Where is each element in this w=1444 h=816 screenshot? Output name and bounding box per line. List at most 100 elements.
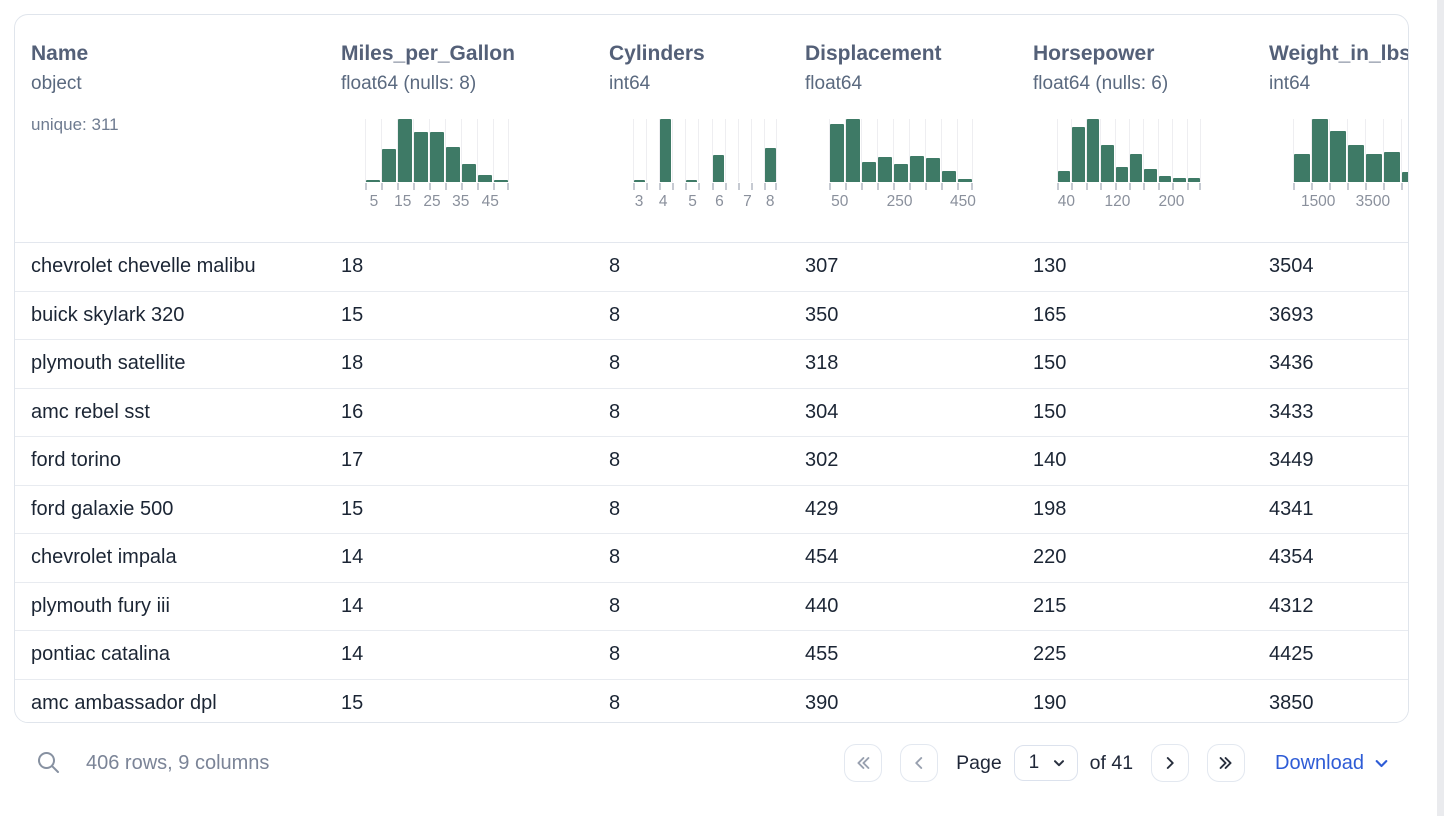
hist-tick-label: 40: [1057, 193, 1075, 210]
cell: 8: [609, 303, 621, 326]
hist-tick-label: 5: [688, 193, 697, 210]
page-count-label: of 41: [1089, 751, 1134, 774]
hist-gridline: [737, 119, 739, 182]
hist-tick-label: 3: [634, 193, 644, 210]
search-icon[interactable]: [36, 750, 62, 776]
hist-bar: [1366, 154, 1382, 182]
column-header-miles-per-gallon[interactable]: Miles_per_Gallon float64 (nulls: 8) 5 15 25 3…: [325, 15, 593, 242]
hist-bar: [382, 149, 396, 182]
cell: 8: [609, 449, 621, 472]
hist-axis-tick: [1157, 183, 1160, 190]
cell: 190: [1033, 691, 1067, 714]
prev-page-button[interactable]: [900, 744, 939, 782]
hist-axis-tick: [861, 183, 863, 190]
cell: 165: [1033, 303, 1067, 326]
table-row: chevrolet impala 14 8 454 220 4354: [15, 534, 1408, 583]
hist-axis-tick: [1199, 183, 1201, 190]
hist-gridline: [1311, 119, 1312, 182]
hist-axis-tick: [1100, 183, 1103, 190]
hist-bar: [910, 156, 924, 182]
hist-axis-tick: [737, 183, 740, 190]
cell: 18: [341, 352, 364, 375]
hist-axis-tick: [413, 183, 415, 190]
hist-axis-tick: [445, 183, 447, 190]
hist-axis-tick: [685, 183, 688, 190]
hist-gridline: [1347, 119, 1348, 182]
hist-axis-tick: [1172, 183, 1175, 190]
column-dtype: int64: [1269, 73, 1311, 94]
cell: 8: [609, 352, 621, 375]
next-page-button[interactable]: [1151, 744, 1190, 782]
hist-tick-label: 6: [715, 193, 724, 210]
hist-axis-tick: [1365, 183, 1367, 190]
cell: 4341: [1269, 497, 1314, 520]
hist-bar: [446, 147, 460, 182]
hist-gridline: [909, 119, 910, 182]
hist-axis-tick: [971, 183, 973, 190]
cell: 302: [805, 449, 839, 472]
hist-bar: [1130, 154, 1143, 182]
hist-axis-tick: [941, 183, 943, 190]
first-page-button[interactable]: [844, 744, 883, 782]
histogram-weight-in-lbs[interactable]: 150035005500: [1293, 119, 1408, 211]
hist-gridline: [633, 119, 634, 182]
histogram-displacement[interactable]: 50 250 450: [829, 119, 976, 211]
cell: 3504: [1269, 255, 1314, 278]
hist-gridline: [1401, 119, 1402, 182]
download-label: Download: [1275, 751, 1364, 774]
hist-gridline: [1383, 119, 1384, 182]
cell: 3433: [1269, 400, 1314, 423]
column-header-displacement[interactable]: Displacement float64 50 250 450: [789, 15, 1017, 242]
hist-bar: [1058, 171, 1071, 182]
hist-axis-tick: [698, 183, 701, 190]
page-select[interactable]: 1: [1013, 745, 1078, 781]
hist-axis-tick: [1186, 183, 1189, 190]
column-dtype: float64 (nulls: 8): [341, 73, 477, 94]
hist-bar: [877, 157, 892, 182]
hist-axis-tick: [1329, 183, 1331, 190]
hist-gridline: [672, 119, 674, 182]
cell: 8: [609, 546, 621, 569]
page-label: Page: [956, 751, 1002, 774]
table-row: amc ambassador dpl 15 8 390 190 3850: [15, 679, 1408, 722]
hist-bar: [1101, 145, 1114, 182]
hist-gridline: [1200, 119, 1201, 182]
column-header-cylinders[interactable]: Cylinders int64 3 4 5 6 7 8: [593, 15, 789, 242]
hist-axis-tick: [909, 183, 911, 190]
hist-tick-label: 1500: [1300, 193, 1336, 210]
hist-tick-label: 450: [949, 193, 976, 210]
hist-gridline: [829, 119, 830, 182]
hist-gridline: [972, 119, 973, 182]
hist-axis-tick: [381, 183, 383, 190]
download-button[interactable]: Download: [1275, 752, 1390, 775]
hist-bar: [1072, 127, 1085, 182]
column-header-horsepower[interactable]: Horsepower float64 (nulls: 6) 40 120 200: [1017, 15, 1253, 242]
cell: 304: [805, 400, 839, 423]
hist-bar: [634, 180, 646, 182]
hist-gridline: [508, 119, 509, 182]
last-page-button[interactable]: [1207, 744, 1246, 782]
hist-tick-label: 5: [369, 193, 379, 210]
column-dtype: int64: [609, 73, 651, 94]
hist-gridline: [1329, 119, 1330, 182]
hist-bar: [413, 132, 428, 182]
hist-axis-tick: [633, 183, 635, 190]
scrollbar-track[interactable]: [1437, 0, 1444, 816]
column-header-weight-in-lbs[interactable]: Weight_in_lbs int64 150035005500: [1253, 15, 1409, 242]
table-card: Name object unique: 311 Miles_per_Gallon flo…: [14, 14, 1409, 723]
hist-axis-tick: [493, 183, 495, 190]
histogram-miles-per-gallon[interactable]: 5 15 25 35 45: [365, 119, 509, 211]
column-header-name[interactable]: Name object unique: 311: [15, 15, 325, 242]
cell: 3449: [1269, 449, 1314, 472]
hist-bar: [846, 119, 860, 182]
cell: 390: [805, 691, 839, 714]
histogram-horsepower[interactable]: 40 120 200: [1057, 119, 1201, 211]
hist-bar: [1312, 119, 1328, 182]
cell: 8: [609, 594, 621, 617]
column-name: Weight_in_lbs: [1269, 42, 1409, 65]
hist-bar: [398, 119, 412, 182]
hist-axis-tick: [1085, 183, 1088, 190]
hist-bar: [1294, 154, 1310, 182]
hist-axis-tick: [1129, 183, 1131, 190]
